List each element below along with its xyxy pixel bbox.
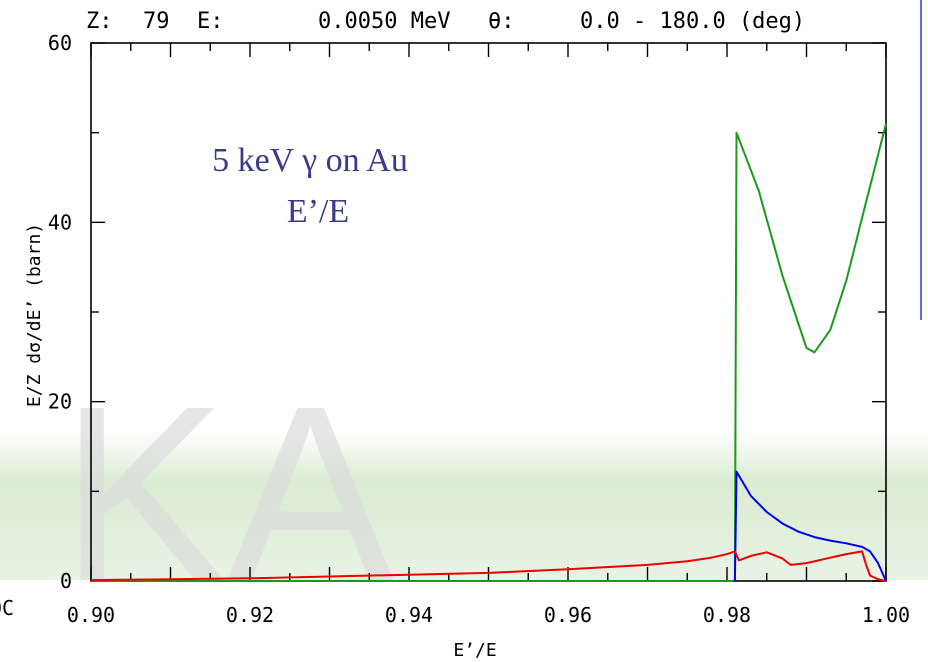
y-tick-label: 40: [48, 210, 72, 234]
header: Z: 79 E: 0.0050 MeV θ: 0.0 - 180.0 (deg): [86, 9, 805, 34]
header-theta-label: θ:: [488, 9, 515, 34]
y-axis-title: E/Z dσ/dE’ (barn): [24, 223, 45, 407]
header-z-label: Z:: [86, 9, 113, 34]
side-panel: [922, 0, 928, 320]
series-line-1: [733, 470, 887, 582]
annotation-line-1: 5 keV γ on Au: [212, 142, 408, 179]
x-tick-label: 0.96: [544, 603, 592, 627]
header-theta-range: 0.0 - 180.0 (deg): [580, 9, 805, 34]
y-tick-label: 60: [48, 31, 72, 55]
cutoff-left-label: 0C: [0, 596, 14, 620]
x-axis-title: E’/E: [453, 640, 496, 661]
series-line-0: [91, 123, 887, 582]
series-line-2: [90, 550, 887, 582]
y-tick-label: 20: [48, 390, 72, 414]
x-tick-label: 0.98: [703, 603, 751, 627]
y-tick-labels: 0 20 40 60: [48, 31, 72, 593]
x-tick-label: 0.92: [226, 603, 274, 627]
header-e-value: 0.0050 MeV: [318, 9, 450, 34]
y-tick-label: 0: [60, 569, 72, 593]
header-e-label: E:: [197, 9, 224, 34]
x-tick-label: 0.94: [385, 603, 433, 627]
x-tick-label: 1.00: [862, 603, 910, 627]
x-tick-label: 0.90: [67, 603, 115, 627]
header-z-value: 79: [143, 9, 170, 34]
annotation-line-2: E’/E: [287, 193, 349, 230]
watermark: KA: [60, 354, 394, 633]
x-tick-labels: 0.90 0.92 0.94 0.96 0.98 1.00: [67, 603, 910, 627]
series-group: [90, 123, 887, 582]
